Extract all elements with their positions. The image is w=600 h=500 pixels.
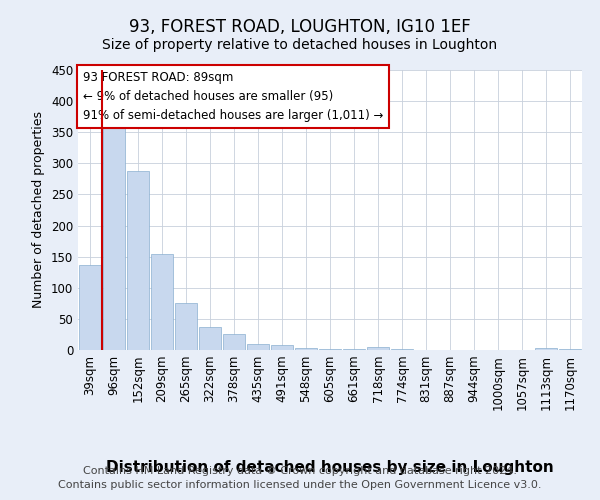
Bar bbox=[319, 349, 341, 350]
Bar bbox=[175, 304, 197, 350]
Text: 93, FOREST ROAD, LOUGHTON, IG10 1EF: 93, FOREST ROAD, LOUGHTON, IG10 1EF bbox=[129, 18, 471, 36]
Text: Size of property relative to detached houses in Loughton: Size of property relative to detached ho… bbox=[103, 38, 497, 52]
Y-axis label: Number of detached properties: Number of detached properties bbox=[32, 112, 46, 308]
Bar bbox=[367, 347, 389, 350]
Bar bbox=[151, 254, 173, 350]
Bar bbox=[223, 334, 245, 350]
Text: Contains HM Land Registry data © Crown copyright and database right 2024.
Contai: Contains HM Land Registry data © Crown c… bbox=[58, 466, 542, 490]
Bar bbox=[295, 348, 317, 350]
Bar bbox=[535, 348, 557, 350]
Bar bbox=[127, 172, 149, 350]
Text: 93 FOREST ROAD: 89sqm
← 9% of detached houses are smaller (95)
91% of semi-detac: 93 FOREST ROAD: 89sqm ← 9% of detached h… bbox=[83, 72, 383, 122]
Text: Distribution of detached houses by size in Loughton: Distribution of detached houses by size … bbox=[106, 460, 554, 475]
Bar bbox=[271, 345, 293, 350]
Bar bbox=[79, 265, 101, 350]
Bar bbox=[103, 120, 125, 350]
Bar bbox=[247, 344, 269, 350]
Bar bbox=[199, 327, 221, 350]
